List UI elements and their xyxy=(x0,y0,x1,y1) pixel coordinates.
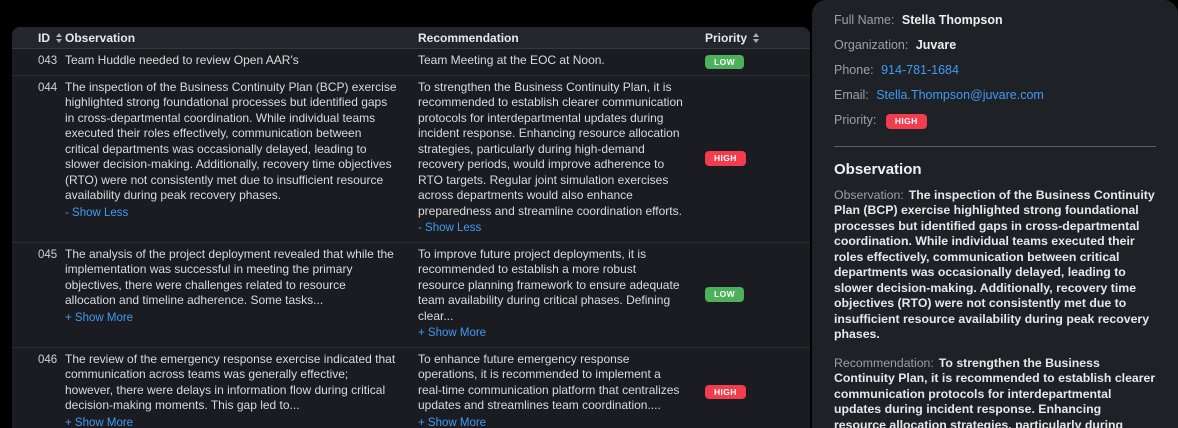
column-header-id[interactable]: ID xyxy=(12,30,62,45)
row-recommendation: To enhance future emergency response ope… xyxy=(408,348,695,428)
phone-link[interactable]: 914-781-1684 xyxy=(881,63,959,77)
show-more-link[interactable]: + Show More xyxy=(65,416,134,428)
row-priority: HIGH xyxy=(695,348,810,428)
recommendation-text: To strengthen the Business Continuity Pl… xyxy=(418,79,683,218)
column-header-recommendation: Recommendation xyxy=(408,31,695,45)
sort-icon[interactable] xyxy=(56,32,62,43)
table-row[interactable]: 045 The analysis of the project deployme… xyxy=(12,243,810,348)
recommendation-text: To enhance future emergency response ope… xyxy=(418,351,680,413)
table-header-row: ID Observation Recommendation Priority xyxy=(12,27,810,49)
row-observation: The review of the emergency response exe… xyxy=(55,348,408,428)
observations-table: ID Observation Recommendation Priority 0… xyxy=(12,27,810,428)
priority-badge: HIGH xyxy=(885,114,927,129)
priority-badge: HIGH xyxy=(705,384,746,399)
row-observation: The analysis of the project deployment r… xyxy=(55,243,408,347)
observation-text: The inspection of the Business Continuit… xyxy=(65,79,397,203)
row-observation: The inspection of the Business Continuit… xyxy=(55,76,408,242)
detail-recommendation: Recommendation: To strengthen the Busines… xyxy=(834,356,1156,428)
email-label: Email: xyxy=(834,88,869,102)
recommendation-text: Team Meeting at the EOC at Noon. xyxy=(418,53,605,67)
sort-icon[interactable] xyxy=(753,32,760,43)
detail-observation-label: Observation: xyxy=(834,187,904,202)
column-header-observation-label: Observation xyxy=(65,30,136,45)
row-id: 043 xyxy=(38,55,58,67)
full-name-label: Full Name: xyxy=(834,13,895,27)
row-priority: LOW xyxy=(695,49,810,75)
priority-badge: LOW xyxy=(705,54,745,69)
column-header-id-label: ID xyxy=(38,30,50,45)
priority-badge: LOW xyxy=(705,287,745,302)
priority-field: Priority: HIGH xyxy=(834,114,1156,129)
show-more-link[interactable]: + Show More xyxy=(418,327,487,339)
detail-recommendation-text: To strengthen the Business Continuity Pl… xyxy=(834,355,1156,428)
row-priority: HIGH xyxy=(695,76,810,242)
show-more-link[interactable]: + Show More xyxy=(65,311,134,324)
row-priority: LOW xyxy=(695,243,810,347)
full-name-field: Full Name: Stella Thompson xyxy=(834,14,1156,27)
priority-badge: HIGH xyxy=(705,151,746,166)
row-id: 045 xyxy=(38,248,58,261)
organization-value: Juvare xyxy=(915,38,957,52)
row-id: 044 xyxy=(38,81,58,94)
detail-observation: Observation: The inspection of the Busine… xyxy=(834,188,1156,343)
row-recommendation: To improve future project deployments, i… xyxy=(408,243,695,347)
phone-label: Phone: xyxy=(834,63,874,77)
row-recommendation: To strengthen the Business Continuity Pl… xyxy=(408,76,695,242)
organization-field: Organization: Juvare xyxy=(834,39,1156,52)
record-detail-panel: Full Name: Stella Thompson Organization:… xyxy=(812,0,1178,428)
show-less-link[interactable]: - Show Less xyxy=(418,222,482,234)
email-field: Email: Stella.Thompson@juvare.com xyxy=(834,89,1156,102)
column-header-recommendation-label: Recommendation xyxy=(418,30,519,45)
priority-label: Priority: xyxy=(834,113,877,127)
observation-text: The review of the emergency response exe… xyxy=(65,351,396,413)
detail-observation-text: The inspection of the Business Continuit… xyxy=(834,187,1155,342)
observation-text: The analysis of the project deployment r… xyxy=(65,246,394,308)
detail-recommendation-label: Recommendation: xyxy=(834,355,934,370)
full-name-value: Stella Thompson xyxy=(901,13,1003,27)
row-recommendation: Team Meeting at the EOC at Noon. xyxy=(408,49,695,75)
column-header-priority[interactable]: Priority xyxy=(695,31,810,45)
email-link[interactable]: Stella.Thompson@juvare.com xyxy=(876,88,1044,102)
organization-label: Organization: xyxy=(834,38,909,52)
phone-field: Phone: 914-781-1684 xyxy=(834,64,1156,77)
column-header-priority-label: Priority xyxy=(705,30,748,45)
column-header-observation: Observation xyxy=(55,31,408,45)
table-row[interactable]: 046 The review of the emergency response… xyxy=(12,348,810,428)
row-id: 046 xyxy=(38,353,58,366)
table-row[interactable]: 043 Team Huddle needed to review Open AA… xyxy=(12,49,810,76)
row-observation: Team Huddle needed to review Open AAR's xyxy=(55,49,408,75)
recommendation-text: To improve future project deployments, i… xyxy=(418,246,680,323)
divider xyxy=(834,145,1156,147)
table-row[interactable]: 044 The inspection of the Business Conti… xyxy=(12,76,810,243)
show-less-link[interactable]: - Show Less xyxy=(65,206,129,219)
show-more-link[interactable]: + Show More xyxy=(418,416,487,428)
observation-text: Team Huddle needed to review Open AAR's xyxy=(65,53,299,67)
observation-section-title: Observation xyxy=(834,160,922,178)
